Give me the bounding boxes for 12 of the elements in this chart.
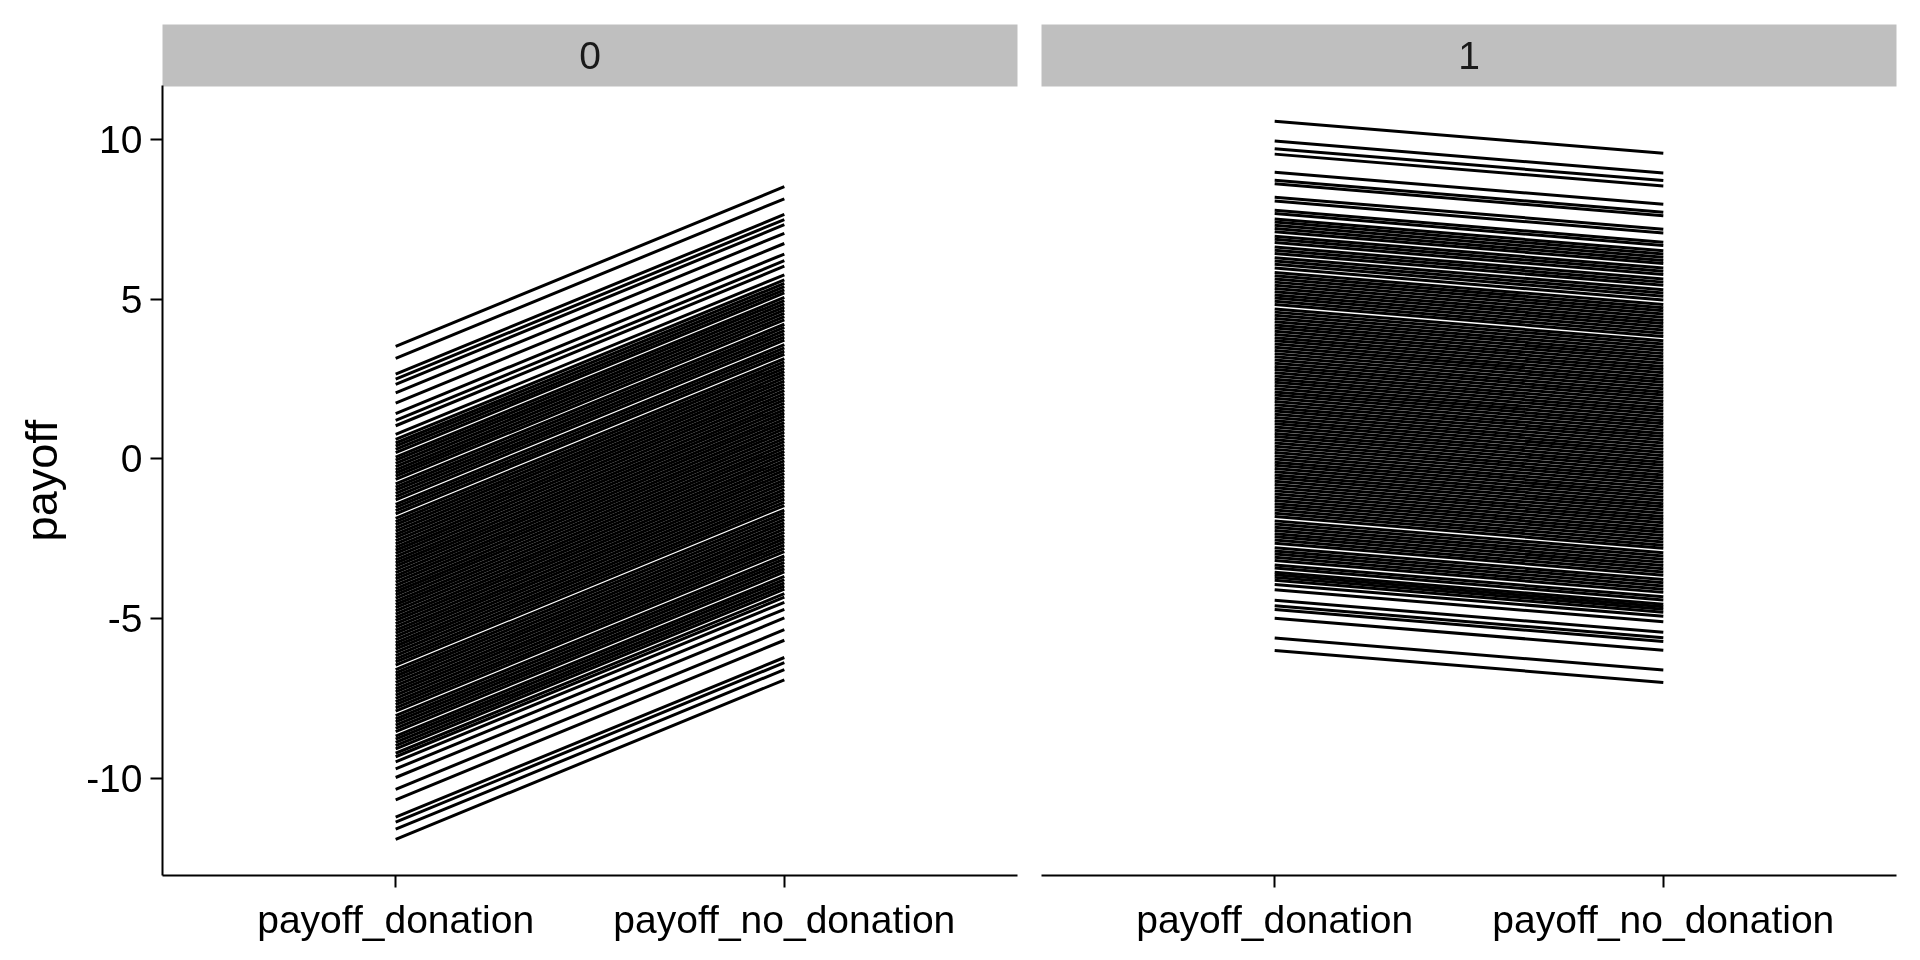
y-tick-label: 0 [120, 437, 143, 481]
chart-title: 0 [579, 33, 601, 77]
x-tick-label: payoff_no_donation [613, 897, 956, 941]
y-axis-title: payoff [16, 419, 68, 542]
x-tick-label: payoff_no_donation [1492, 897, 1835, 941]
y-tick-label: 5 [120, 277, 143, 321]
chart-title: 1 [1458, 33, 1480, 77]
y-tick-label: -5 [107, 597, 143, 641]
y-tick-label: 10 [99, 118, 143, 162]
x-tick-label: payoff_donation [257, 897, 535, 941]
x-tick-label: payoff_donation [1136, 897, 1414, 941]
y-tick-label: -10 [86, 756, 143, 800]
